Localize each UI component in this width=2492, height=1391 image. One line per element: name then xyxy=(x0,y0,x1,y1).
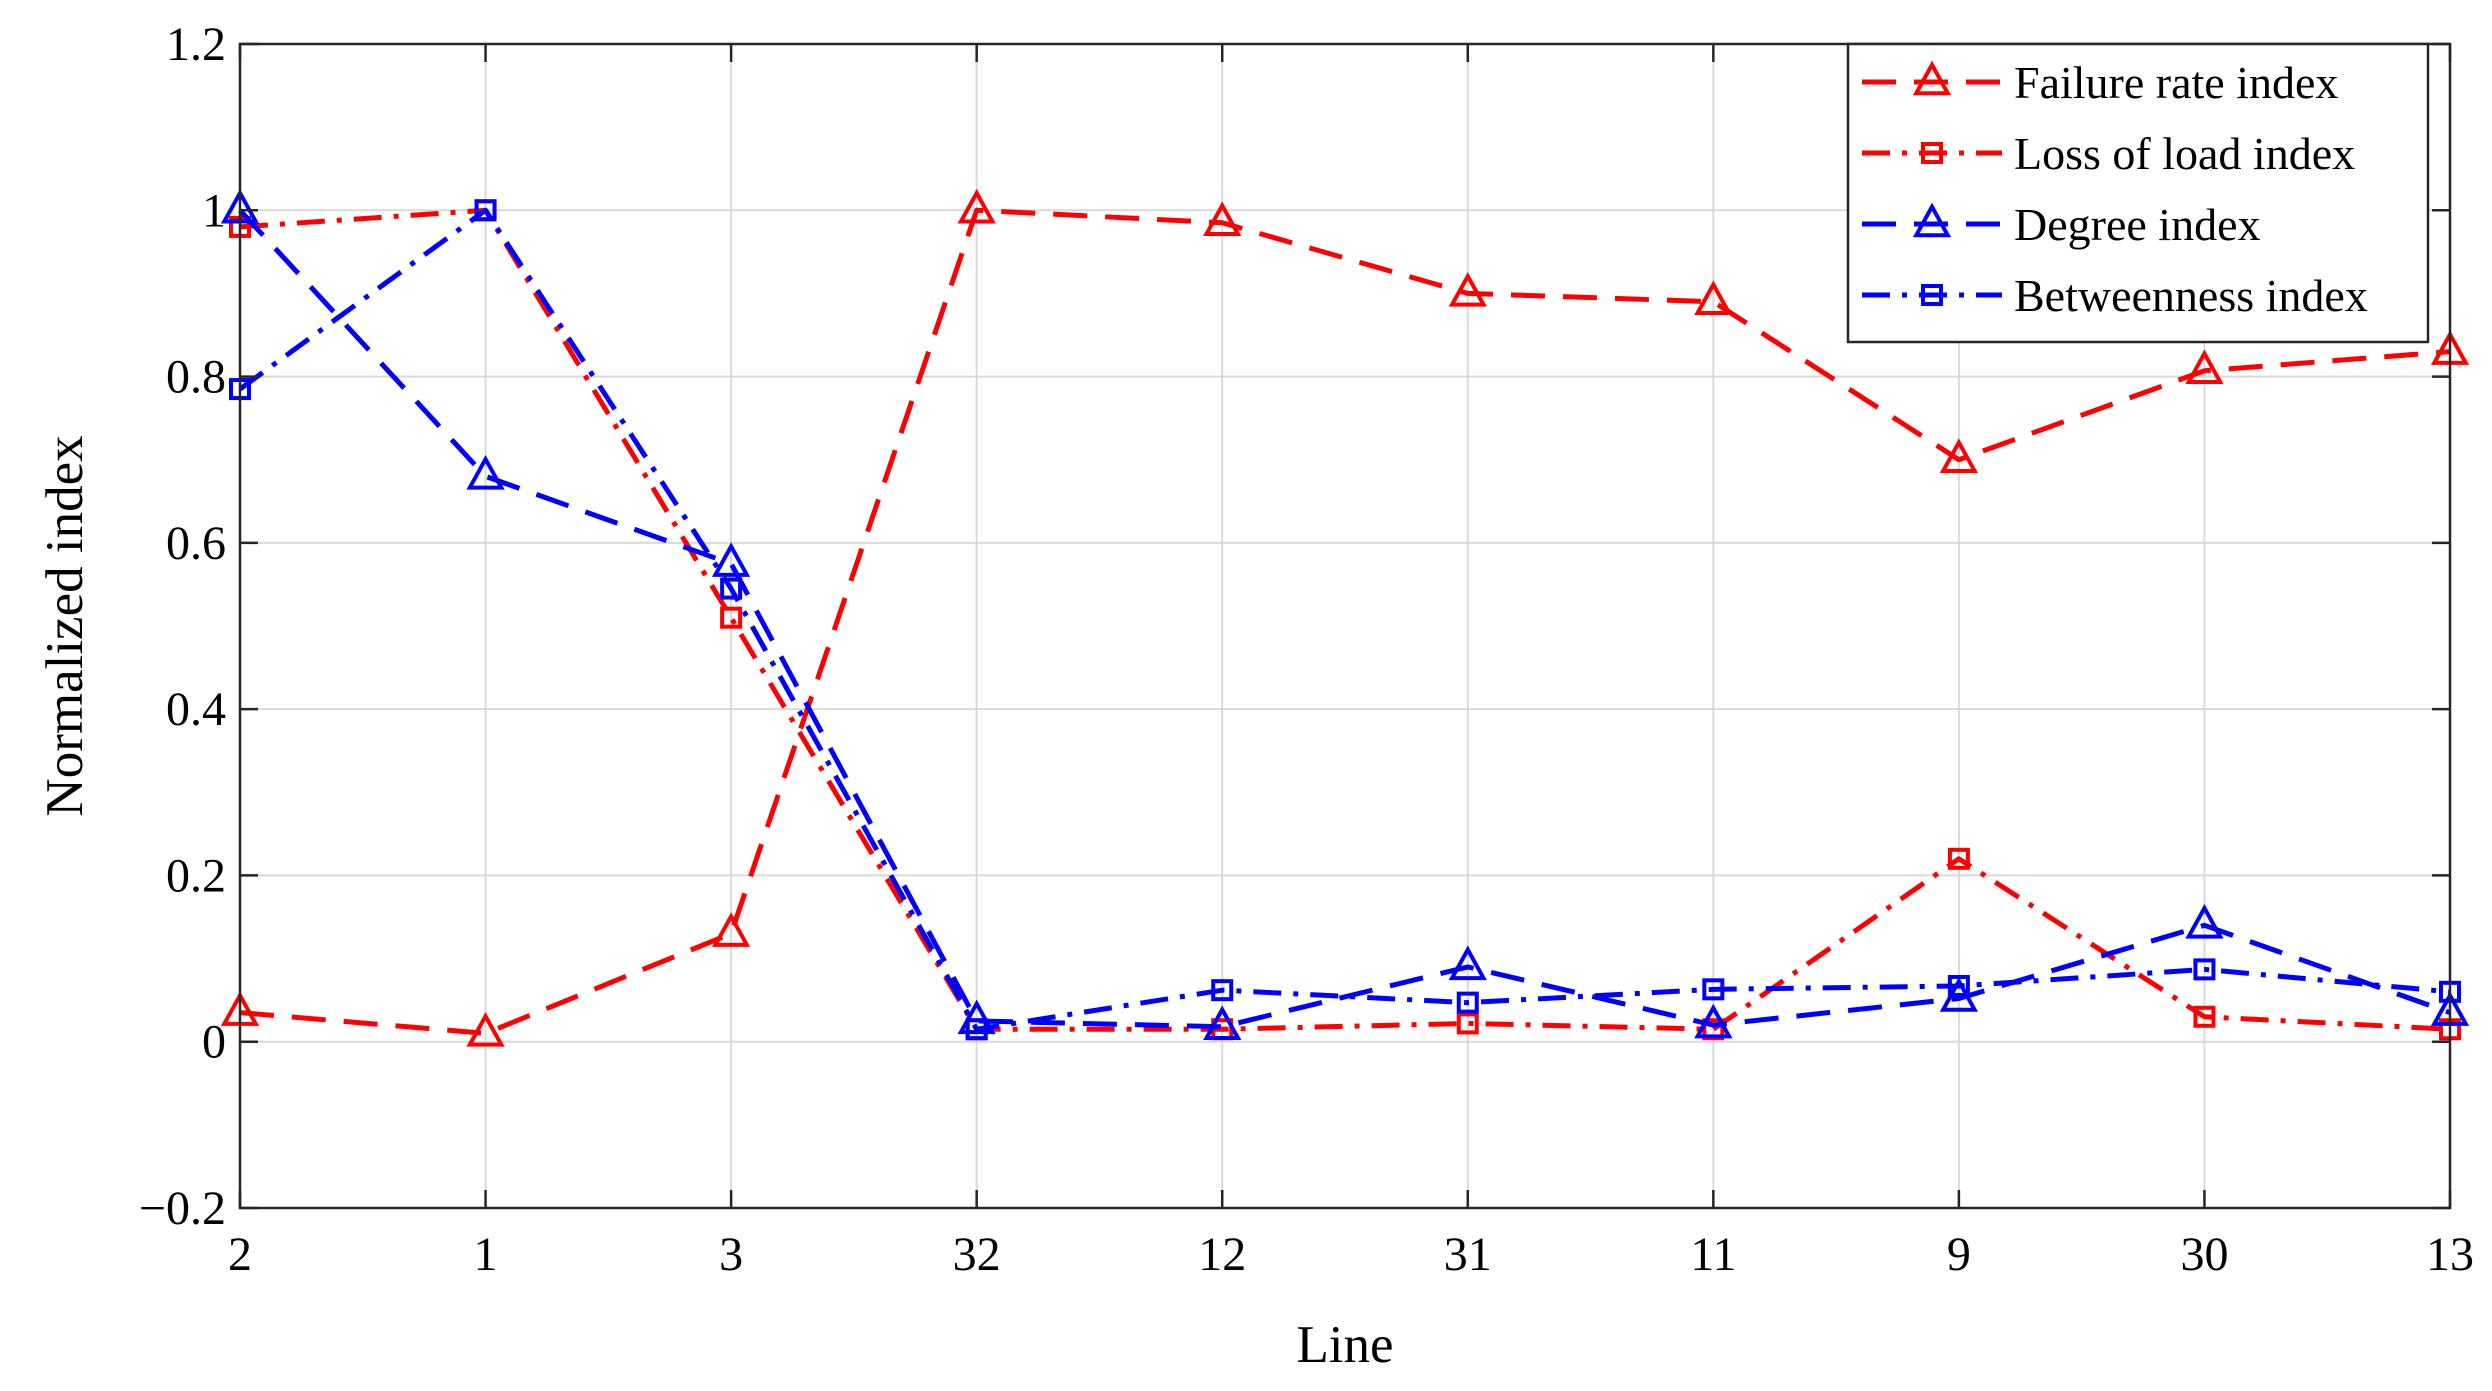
series-line xyxy=(239,207,2451,1036)
y-tick-label: 0.6 xyxy=(166,517,226,570)
legend-item: Loss of load index xyxy=(1862,128,2355,179)
data-point xyxy=(720,577,743,600)
y-tick-label: 1.2 xyxy=(166,18,226,71)
y-axis-label: Normalized index xyxy=(36,435,94,816)
legend-marker xyxy=(1912,60,1952,96)
legend-label: Loss of load index xyxy=(2014,128,2355,179)
x-tick-label: 9 xyxy=(1947,1228,1971,1281)
y-tick-label: 1 xyxy=(202,184,226,237)
data-point xyxy=(1702,978,1725,1001)
data-point xyxy=(957,188,996,224)
x-tick-label: 1 xyxy=(474,1228,498,1281)
legend-item: Degree index xyxy=(1862,199,2261,250)
data-point xyxy=(965,1018,988,1041)
data-point xyxy=(2193,1005,2216,1028)
data-point xyxy=(466,454,505,490)
data-point xyxy=(2193,958,2216,981)
y-tick-label: 0.4 xyxy=(166,683,226,736)
data-point xyxy=(711,542,751,577)
legend-marker xyxy=(1921,142,1943,164)
legend-marker xyxy=(1921,284,1943,306)
legend-item: Betweenness index xyxy=(1862,270,2368,321)
series-line xyxy=(238,207,2451,1032)
x-tick-label: 3 xyxy=(719,1228,743,1281)
x-tick-label: 12 xyxy=(1198,1228,1246,1281)
data-point xyxy=(1456,1012,1479,1035)
x-tick-label: 11 xyxy=(1690,1228,1736,1281)
data-point xyxy=(1448,945,1487,981)
legend-label: Betweenness index xyxy=(2014,270,2368,321)
y-tick-label: 0.2 xyxy=(166,849,226,902)
y-tick-label: −0.2 xyxy=(139,1182,226,1235)
data-point xyxy=(1939,438,1979,473)
data-point xyxy=(711,912,751,947)
data-point xyxy=(1456,991,1479,1014)
legend-item: Failure rate index xyxy=(1862,57,2338,108)
data-point xyxy=(2185,349,2224,385)
data-point xyxy=(2185,903,2224,939)
x-tick-label: 13 xyxy=(2426,1228,2474,1281)
x-tick-label: 32 xyxy=(953,1228,1001,1281)
data-point xyxy=(1947,847,1970,870)
data-point xyxy=(957,999,996,1035)
y-tick-label: 0.8 xyxy=(166,351,226,404)
series-4 xyxy=(229,199,2461,1041)
data-point xyxy=(466,1012,505,1047)
x-tick-label: 31 xyxy=(1444,1228,1492,1281)
legend-marker xyxy=(1912,202,1952,238)
data-point xyxy=(1694,1003,1733,1039)
data-point xyxy=(720,606,743,629)
series-line xyxy=(238,208,2451,1030)
plot-frame xyxy=(238,42,2452,1210)
data-point xyxy=(1203,1005,1242,1040)
series-1 xyxy=(220,188,2470,1047)
legend-label: Degree index xyxy=(2014,199,2261,250)
data-point xyxy=(1448,272,1487,307)
series-line xyxy=(239,207,2451,1032)
legend-label: Failure rate index xyxy=(2014,57,2338,108)
legend: Failure rate index Loss of load index Degr… xyxy=(1846,42,2430,344)
x-tick-label: 30 xyxy=(2180,1228,2228,1281)
series-layer xyxy=(220,188,2470,1047)
data-point xyxy=(1694,280,1733,315)
x-tick-label: 2 xyxy=(228,1228,252,1281)
x-axis-label: Line xyxy=(1296,1316,1393,1374)
data-point xyxy=(1203,201,1242,237)
data-point xyxy=(1211,979,1234,1002)
axis-ticks: −0.200.20.40.60.811.22 1 3 32 12 31 11 9 30 13 xyxy=(139,18,2474,1281)
data-point xyxy=(1947,975,1970,998)
data-point xyxy=(474,199,497,222)
y-tick-label: 0 xyxy=(202,1016,226,1069)
